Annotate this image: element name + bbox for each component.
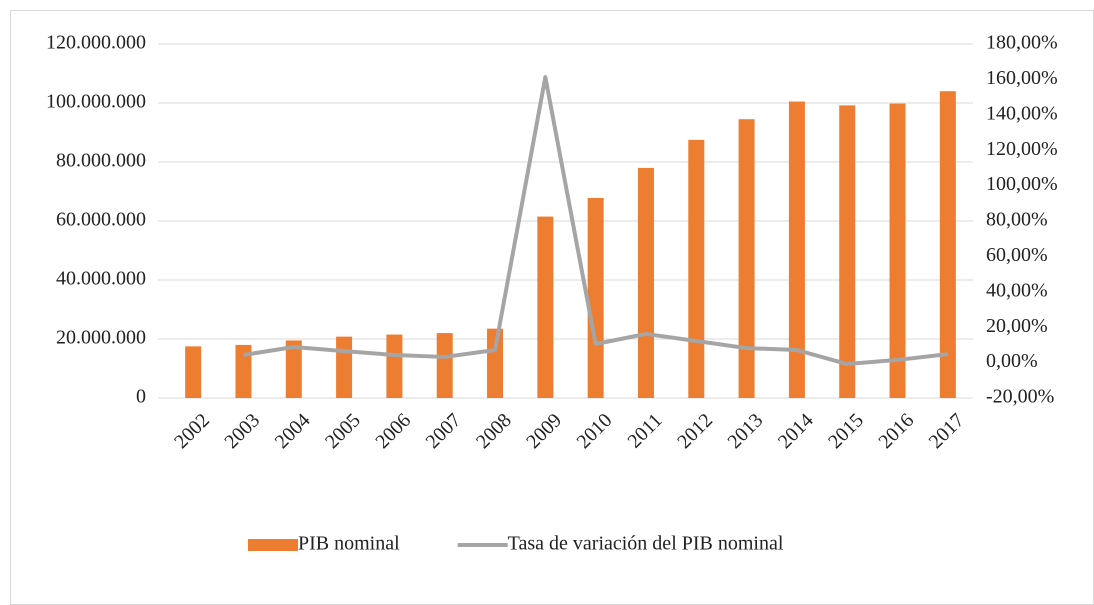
x-tick-label: 2014 — [774, 409, 818, 453]
x-tick-label: 2006 — [371, 409, 415, 453]
y2-tick-label: 60,00% — [986, 244, 1048, 266]
bar — [587, 197, 604, 398]
x-tick-label: 2008 — [472, 409, 516, 453]
x-tick-label: 2005 — [321, 409, 365, 453]
x-tick-label: 2017 — [925, 409, 969, 453]
y2-tick-label: 0,00% — [986, 350, 1038, 372]
x-tick-label: 2003 — [220, 409, 264, 453]
y2-tick-label: 180,00% — [986, 32, 1058, 54]
x-tick-label: 2010 — [573, 409, 617, 453]
y2-tick-label: 120,00% — [986, 138, 1058, 160]
bar — [487, 328, 504, 398]
y2-tick-label: 40,00% — [986, 279, 1048, 301]
y-tick-label: 0 — [136, 386, 146, 408]
bar — [336, 336, 353, 398]
x-tick-label: 2016 — [874, 409, 918, 453]
bar — [637, 167, 654, 398]
y2-tick-label: -20,00% — [986, 386, 1054, 408]
bar — [889, 103, 906, 398]
y-tick-label: 80.000.000 — [56, 150, 146, 172]
y-tick-label: 20.000.000 — [56, 327, 146, 349]
x-tick-label: 2011 — [623, 409, 666, 452]
legend-label: Tasa de variación del PIB nominal — [508, 533, 784, 555]
x-tick-label: 2013 — [724, 409, 768, 453]
bar — [688, 139, 705, 398]
y2-tick-label: 160,00% — [986, 67, 1058, 89]
legend-label: PIB nominal — [298, 533, 400, 555]
x-tick-label: 2002 — [170, 409, 214, 453]
y2-tick-label: 100,00% — [986, 173, 1058, 195]
y2-tick-label: 20,00% — [986, 315, 1048, 337]
x-tick-label: 2004 — [271, 409, 315, 453]
x-tick-label: 2015 — [824, 409, 868, 453]
bar — [436, 333, 453, 398]
bar — [738, 119, 755, 398]
bar — [537, 216, 554, 398]
bar — [839, 105, 856, 399]
bar — [386, 334, 403, 398]
x-tick-label: 2009 — [522, 409, 566, 453]
x-tick-label: 2007 — [422, 409, 466, 453]
bar — [185, 346, 202, 398]
bar — [939, 91, 956, 398]
y2-tick-label: 140,00% — [986, 102, 1058, 124]
y-tick-label: 40.000.000 — [56, 268, 146, 290]
y2-tick-label: 80,00% — [986, 209, 1048, 231]
bar — [235, 344, 252, 398]
bar — [285, 340, 302, 398]
y-tick-label: 120.000.000 — [46, 32, 146, 54]
bar — [788, 101, 805, 399]
y-tick-label: 100.000.000 — [46, 91, 146, 113]
legend-swatch — [248, 539, 298, 551]
x-tick-label: 2012 — [673, 409, 717, 453]
y-tick-label: 60.000.000 — [56, 209, 146, 231]
line — [243, 75, 949, 367]
